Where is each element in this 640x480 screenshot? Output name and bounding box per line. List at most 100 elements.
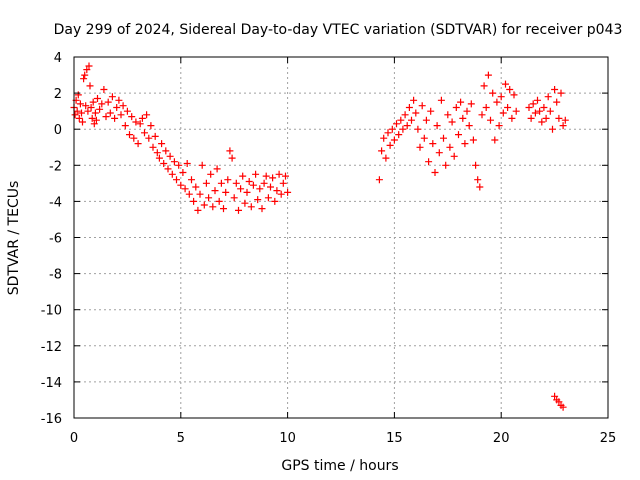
y-tick-label: -12 xyxy=(41,340,62,355)
data-point xyxy=(94,95,101,102)
y-tick-label: 4 xyxy=(54,51,62,66)
data-point xyxy=(222,188,230,196)
data-point xyxy=(145,134,153,142)
y-tick-label: 0 xyxy=(54,123,62,138)
data-point xyxy=(113,104,121,111)
data-point xyxy=(81,71,89,79)
data-point xyxy=(88,114,96,122)
data-point xyxy=(264,194,272,202)
data-point xyxy=(86,82,94,90)
data-point xyxy=(89,98,97,106)
data-point xyxy=(213,165,221,173)
data-point xyxy=(461,140,469,148)
x-tick-labels: 0 5 10 15 20 25 xyxy=(70,431,616,446)
data-point xyxy=(258,205,266,213)
data-point xyxy=(207,170,215,178)
data-point xyxy=(416,143,424,151)
data-point xyxy=(126,131,133,139)
data-point xyxy=(153,149,161,157)
data-point xyxy=(188,176,195,184)
data-point xyxy=(147,122,155,130)
data-point xyxy=(549,125,556,133)
data-point xyxy=(284,188,292,196)
data-point xyxy=(427,107,435,115)
data-point xyxy=(98,100,106,108)
y-tick-label: -16 xyxy=(41,412,62,427)
data-point xyxy=(380,134,388,142)
data-point xyxy=(190,197,198,205)
data-point xyxy=(269,174,277,182)
data-point xyxy=(536,107,544,115)
data-point xyxy=(198,161,206,169)
data-point xyxy=(136,120,144,128)
data-point xyxy=(414,125,422,133)
data-point xyxy=(87,104,95,111)
data-point xyxy=(542,114,550,122)
data-point xyxy=(74,91,82,99)
data-point xyxy=(410,96,418,104)
x-tick-label: 10 xyxy=(279,431,296,446)
data-point xyxy=(239,172,247,180)
data-point xyxy=(405,104,413,111)
chart-title: Day 299 of 2024, Sidereal Day-to-day VTE… xyxy=(54,22,623,38)
data-point xyxy=(448,118,456,126)
data-point xyxy=(179,169,187,176)
data-point xyxy=(476,183,484,191)
data-point xyxy=(465,122,473,130)
data-point xyxy=(117,111,125,119)
data-point xyxy=(158,140,166,148)
data-point xyxy=(220,205,227,213)
data-point xyxy=(393,120,400,128)
data-point xyxy=(457,98,465,106)
data-point xyxy=(143,111,151,119)
data-point xyxy=(472,161,480,169)
data-point xyxy=(149,143,157,151)
data-point xyxy=(534,96,541,104)
data-point xyxy=(237,185,245,193)
data-point xyxy=(160,160,168,167)
y-tick-label: -14 xyxy=(41,376,62,391)
data-point xyxy=(529,100,537,108)
data-point xyxy=(102,113,110,121)
data-point xyxy=(132,118,140,126)
data-point xyxy=(395,131,403,139)
data-point xyxy=(73,107,81,115)
data-point xyxy=(384,129,392,137)
data-point xyxy=(254,196,262,204)
data-point xyxy=(487,116,494,124)
data-point xyxy=(243,188,251,196)
x-tick-label: 20 xyxy=(493,431,510,446)
data-point xyxy=(91,109,99,117)
data-point xyxy=(78,109,85,117)
data-point xyxy=(420,134,428,142)
data-point xyxy=(484,71,492,79)
data-point xyxy=(166,152,174,160)
data-point xyxy=(267,183,274,191)
data-point xyxy=(279,179,287,187)
data-point xyxy=(495,122,503,130)
data-point xyxy=(128,113,136,121)
data-point xyxy=(478,111,486,119)
data-point xyxy=(164,165,172,173)
data-point xyxy=(249,181,257,189)
data-point xyxy=(408,116,415,124)
data-point xyxy=(84,107,92,115)
data-point xyxy=(499,109,507,117)
data-point xyxy=(437,96,445,104)
x-tick-label: 0 xyxy=(70,431,78,446)
data-point xyxy=(444,111,452,119)
data-point xyxy=(442,161,450,169)
data-point xyxy=(173,176,180,184)
grid xyxy=(74,57,608,418)
data-point xyxy=(106,109,114,117)
data-point xyxy=(155,154,163,162)
data-point xyxy=(559,403,567,411)
data-point xyxy=(388,125,396,133)
data-point xyxy=(510,91,518,99)
data-point xyxy=(450,152,458,160)
data-point xyxy=(71,111,79,119)
data-point xyxy=(275,170,283,178)
data-point xyxy=(375,176,383,184)
data-point xyxy=(480,82,488,90)
y-tick-label: -6 xyxy=(49,232,62,247)
